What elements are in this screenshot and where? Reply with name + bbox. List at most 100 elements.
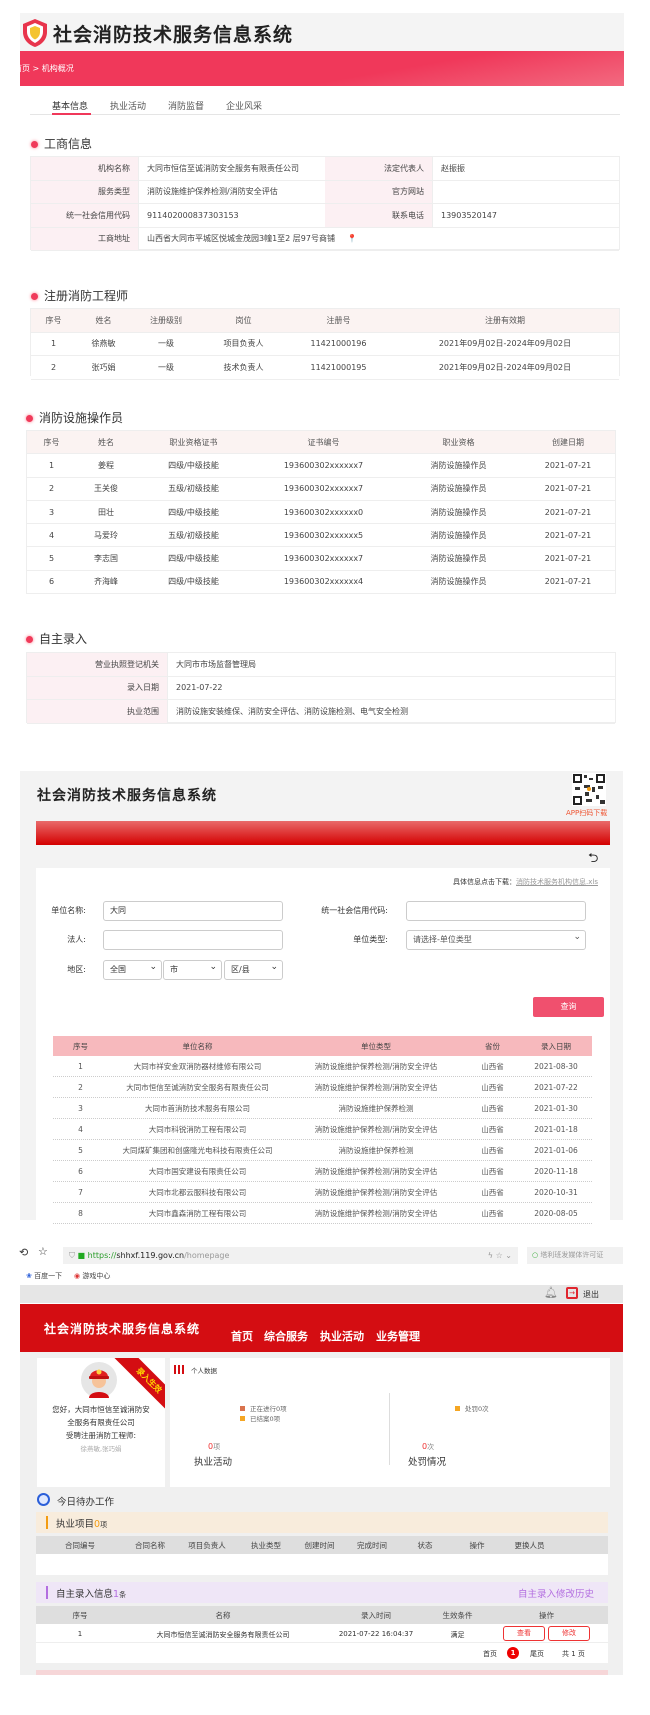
operators-title: 消防设施操作员 — [26, 410, 123, 426]
bookmark-baidu[interactable]: ❀ 百度一下 — [26, 1271, 62, 1281]
cell: 消防设施维护保养检测/消防安全评估 — [147, 187, 278, 197]
table-row: 1 姜程 四级/中级技能 193600302xxxxxx7 消防设施操作员 2021-07… — [27, 454, 615, 478]
cell: 消防设施操作员 — [430, 460, 487, 470]
download-link[interactable]: 消防技术服务机构信息.xls — [516, 878, 598, 886]
cell: 91140200083730315​3 — [147, 210, 239, 220]
nav-business[interactable]: 业务管理 — [376, 1330, 420, 1343]
cell: 消防设施维护保养检测 — [338, 1145, 414, 1155]
nav-practice[interactable]: 执业活动 — [320, 1330, 364, 1343]
cell: 2021年09月02日-2024年09月02日 — [438, 362, 572, 372]
self-info-bar: 自主录入信息1条 自主录入修改历史 — [36, 1582, 608, 1603]
cell: 注册级别 — [150, 315, 182, 325]
credit-code-input[interactable] — [406, 901, 586, 921]
unit-type-select[interactable]: 请选择-单位类型 — [406, 928, 586, 950]
city-select[interactable]: 市 — [163, 958, 222, 980]
credit-code-label: 统一社会信用代码: — [321, 906, 388, 915]
legal-input[interactable] — [103, 930, 283, 950]
legend-swatch — [455, 1406, 460, 1411]
cell: 大同市恒信至诚消防安全服务有限责任公司 — [126, 1082, 269, 1092]
province-select[interactable]: 全国 — [103, 958, 162, 980]
cell: 7 — [78, 1187, 83, 1197]
tab-supervision[interactable]: 消防监督 — [168, 102, 205, 112]
table-row: 营业执照登记机关 大同市市场监督管理局 — [27, 653, 615, 677]
cell: 2 — [78, 1082, 83, 1092]
cell: 山西省 — [481, 1124, 504, 1134]
side-search-box[interactable]: ○ 塔利班发媒体许可证 — [527, 1247, 623, 1264]
cell: 项目负责人 — [223, 339, 264, 349]
cell: 大同市国安建设有限责任公司 — [148, 1166, 247, 1176]
download-row: 具体信息点击下载：消防技术服务机构信息.xls — [453, 877, 598, 887]
cell: 官方网站 — [325, 180, 433, 203]
nav-services[interactable]: 综合服务 — [264, 1330, 308, 1343]
cell: 山西省 — [481, 1166, 504, 1176]
qr-caption: APP扫码下载 — [566, 809, 608, 817]
district-select[interactable]: 区/县 — [224, 958, 283, 980]
exec-count-value: 0 — [208, 1442, 214, 1451]
penalty-count-value: 0 — [422, 1442, 428, 1451]
cell: 13903520147 — [441, 210, 497, 220]
history-link[interactable]: 自主录入修改历史 — [517, 1589, 594, 1600]
browser-reload-icon[interactable]: ⟲ — [19, 1246, 29, 1259]
bell-icon[interactable]: 🔔︎ — [544, 1286, 558, 1299]
cell: 联系电话 — [325, 204, 433, 227]
tab-practice[interactable]: 执业活动 — [110, 102, 147, 112]
exec-count: 0项 — [208, 1442, 220, 1452]
browser-star-icon[interactable]: ☆ — [38, 1245, 48, 1258]
nav-home[interactable]: 首页 — [231, 1330, 253, 1343]
stats-card: 个人数据 正在进行0项 已结案0项 0项 执业活动 处罚0次 0次 处罚情况 — [170, 1358, 610, 1487]
cell: 证书编号 — [307, 437, 340, 447]
cell: 职业资格证书 — [169, 437, 218, 447]
cell: 2 — [48, 484, 55, 494]
table-row: 4 大同市科锐消防工程有限公司 消防设施维护保养检测/消防安全评估 山西省 2021-0… — [53, 1119, 592, 1140]
logout-icon[interactable]: → — [566, 1287, 578, 1299]
cell: 合同编号 — [65, 1540, 95, 1550]
results-table: 序号 单位名称 单位类型 省份 录入日期 1 大同市祥安金双消防器材维修有限公司 消防设施维护… — [53, 1036, 592, 1224]
exec-label[interactable]: 执业活动 — [194, 1457, 233, 1468]
pager-current[interactable]: 1 — [507, 1647, 519, 1659]
unit-type-label: 单位类型: — [353, 935, 388, 944]
edit-button[interactable]: 修改 — [548, 1626, 590, 1641]
cell: 消防设施维护保养检测/消防安全评估 — [314, 1166, 438, 1176]
cell: 法定代表人 — [325, 157, 433, 180]
cell: 四级/中级技能 — [168, 507, 219, 517]
cell: 消防设施维护保养检测 — [338, 1103, 414, 1113]
table-row: 4 马爱玲 五级/初级技能 193600302xxxxxx5 消防设施操作员 2021-0… — [27, 524, 615, 548]
unit-name-input[interactable]: 大同 — [103, 901, 283, 921]
self-entry-title: 自主录入 — [26, 631, 87, 647]
s3-red-header — [20, 1304, 623, 1352]
penalty-count-unit: 次 — [427, 1443, 435, 1451]
cell: 技术负责人 — [223, 362, 264, 372]
address-bar[interactable]: ⛉ ■ https://shhxf.119.gov.cn/homepage ϟ … — [63, 1247, 518, 1264]
query-button[interactable]: 查询 — [533, 997, 604, 1017]
s1-red-banner — [20, 51, 624, 86]
address-actions-icon[interactable]: ϟ ☆ ⌄ — [487, 1251, 512, 1260]
map-pin-icon[interactable]: 📍 — [347, 234, 357, 244]
greeting-line-1: 您好，大同市恒信至诚消防安 — [52, 1405, 150, 1414]
view-button[interactable]: 查看 — [503, 1626, 545, 1641]
bullet-icon — [31, 293, 38, 300]
row-condition: 满足 — [450, 1631, 465, 1639]
cell: 执业范围 — [27, 700, 168, 723]
cell: 状态 — [417, 1540, 433, 1550]
cell: 4 — [78, 1124, 83, 1134]
self-info-label-text: 自主录入信息 — [56, 1589, 114, 1600]
pager-last[interactable]: 尾页 — [530, 1650, 544, 1658]
logout-link[interactable]: 退出 — [583, 1290, 599, 1299]
penalty-label[interactable]: 处罚情况 — [408, 1457, 447, 1468]
back-arrow-icon[interactable]: ⮌ — [588, 851, 599, 866]
table-row: 服务类型 消防设施维护保养检测/消防安全评估 官方网站 — [31, 180, 619, 204]
side-search-text: 塔利班发媒体许可证 — [540, 1251, 604, 1259]
tab-style[interactable]: 企业风采 — [226, 102, 263, 112]
bookmark-games[interactable]: ◉ 游戏中心 — [74, 1271, 110, 1281]
cell: 1 — [48, 460, 55, 470]
cell: 消防设施操作员 — [430, 484, 487, 494]
legend-closed: 已结案0项 — [240, 1413, 280, 1423]
cell: 消防设施操作员 — [430, 554, 487, 564]
cell: 四级/中级技能 — [168, 460, 219, 470]
cell: 营业执照登记机关 — [27, 653, 168, 676]
pager-first[interactable]: 首页 — [483, 1650, 497, 1658]
cell: 消防设施维护保养检测/消防安全评估 — [314, 1208, 438, 1218]
tab-basic-info[interactable]: 基本信息 — [52, 102, 89, 112]
cell: 五级/初级技能 — [168, 484, 219, 494]
breadcrumb[interactable]: 首页 > 机构概况 — [14, 64, 74, 73]
